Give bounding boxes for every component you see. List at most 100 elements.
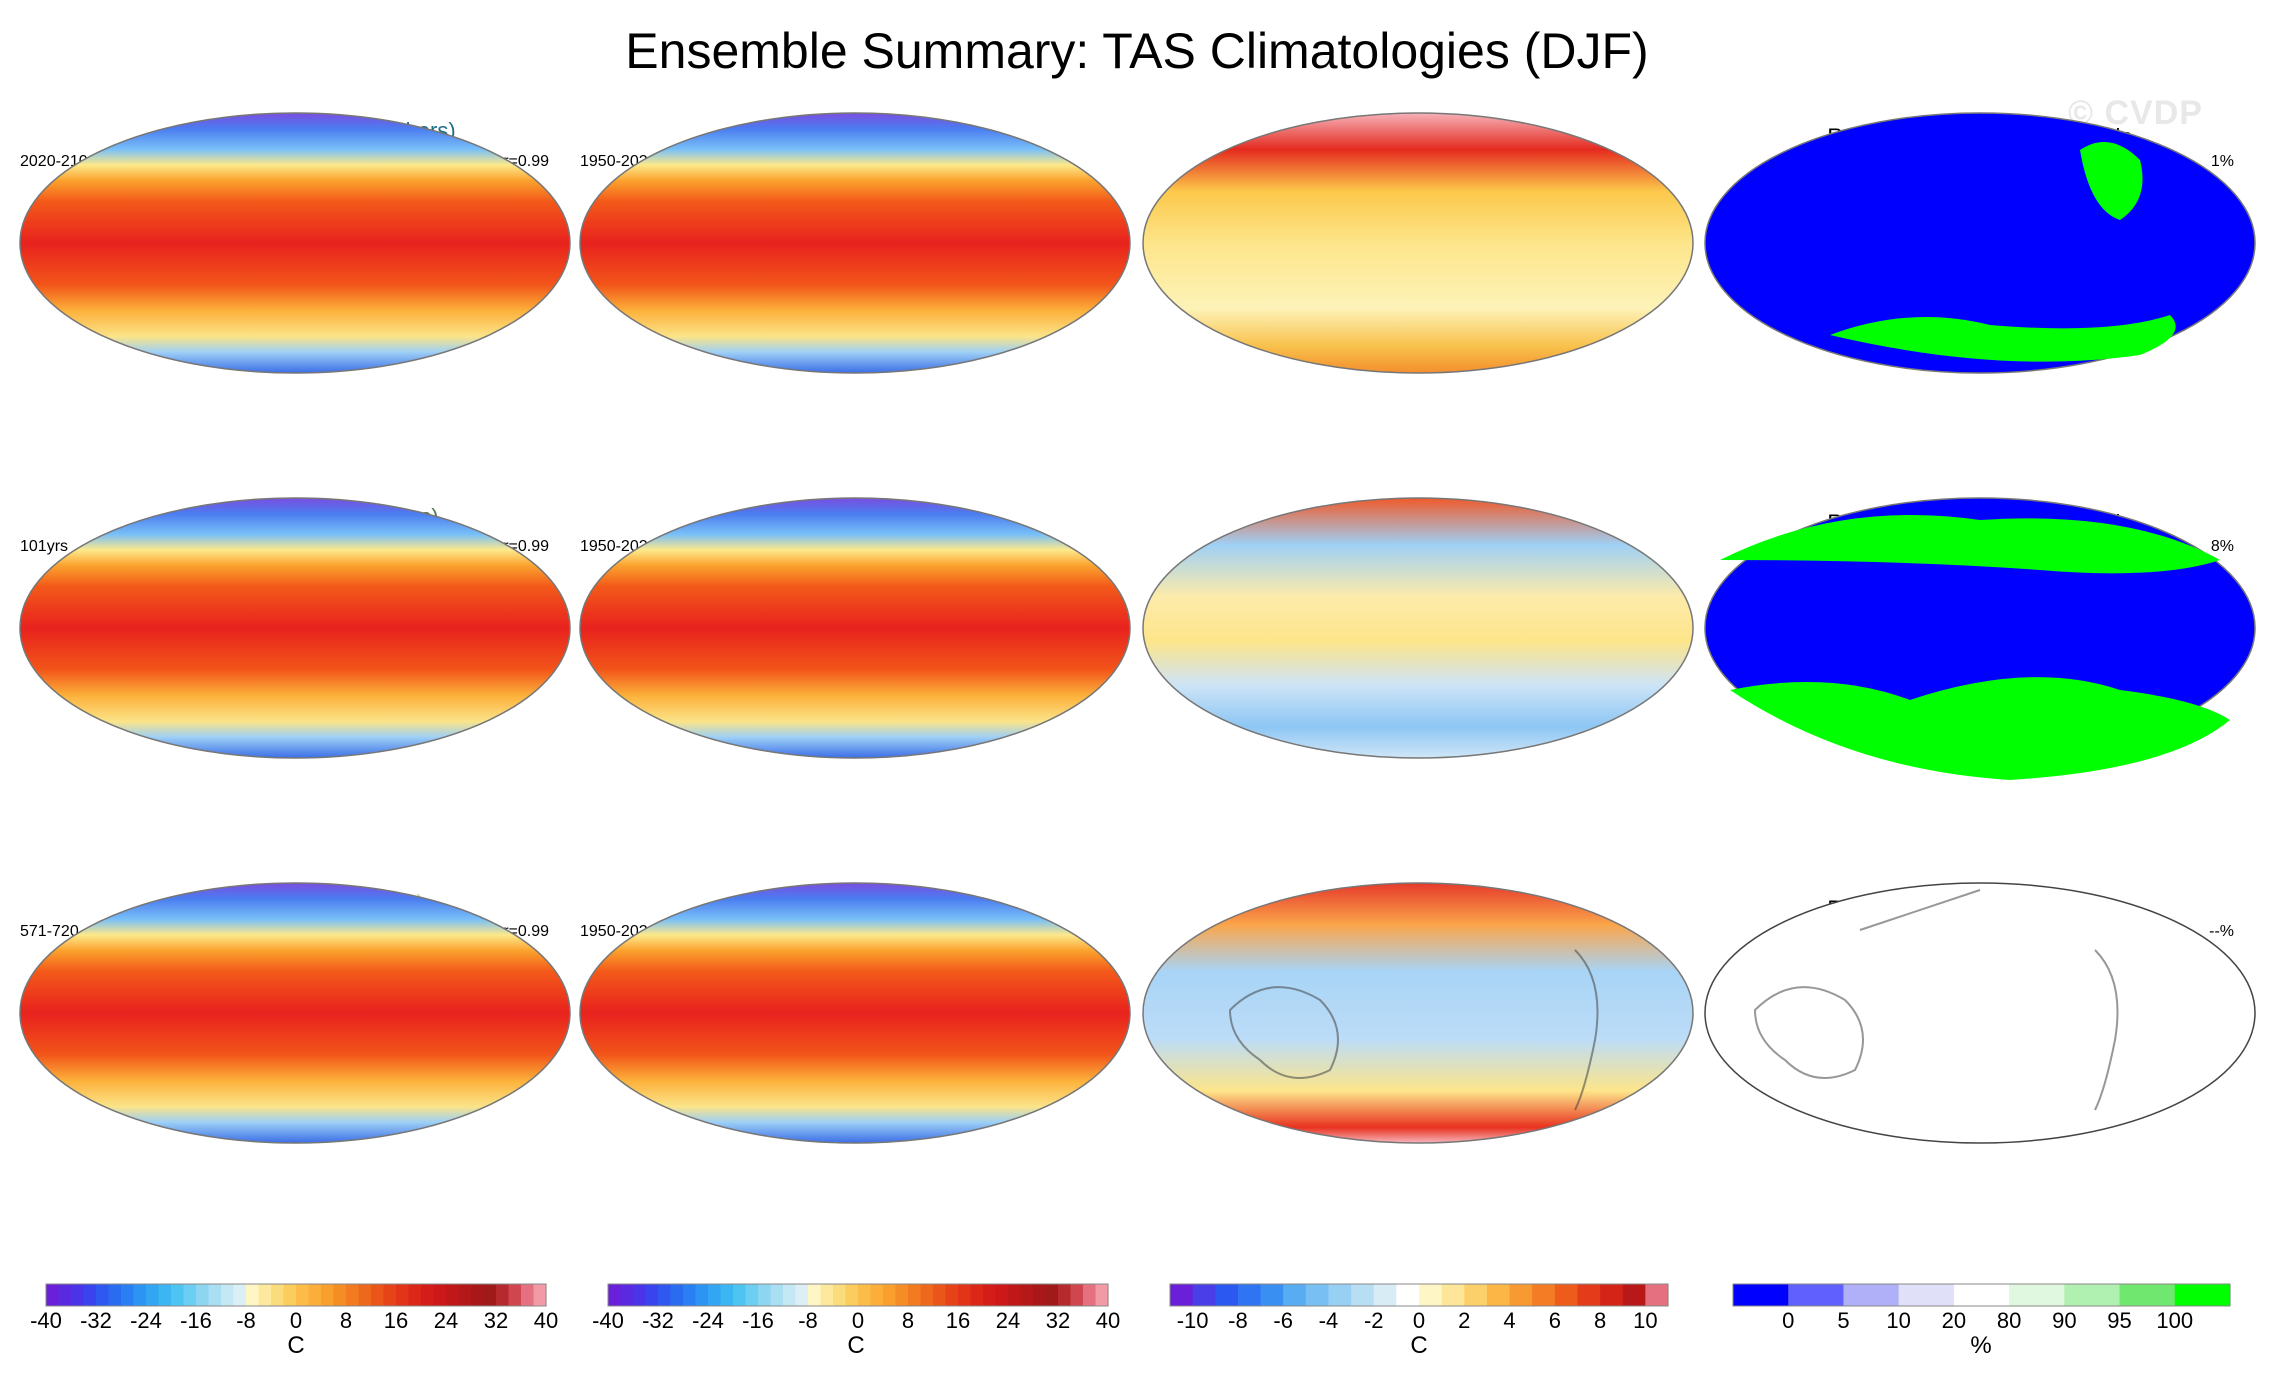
cb-clim1-tick-label: -8 <box>236 1308 256 1333</box>
colorbar-swatch <box>1843 1284 1900 1306</box>
colorbar-swatch <box>945 1284 959 1306</box>
cb-clim2-tick-label: 16 <box>945 1308 971 1333</box>
colorbar-swatch <box>995 1284 1009 1306</box>
colorbar-swatch <box>758 1284 772 1306</box>
colorbar-swatch <box>196 1284 210 1306</box>
colorbar-border <box>45 1283 547 1307</box>
colorbar-swatch <box>233 1284 247 1306</box>
colorbar-swatch <box>883 1284 897 1306</box>
cb-rank-tick-label: 20 <box>1941 1308 1967 1333</box>
colorbar-swatch <box>308 1284 322 1306</box>
colorbar-swatch <box>1645 1284 1669 1306</box>
rank-high-region <box>1830 315 2176 362</box>
cb-clim1-unit: C <box>287 1332 305 1359</box>
colorbar-swatch <box>221 1284 235 1306</box>
colorbar-swatch <box>1020 1284 1034 1306</box>
colorbar-swatch <box>433 1284 447 1306</box>
cb-diff-tick-label: -10 <box>1176 1308 1209 1333</box>
colorbar-swatch <box>446 1284 460 1306</box>
colorbar-swatch <box>833 1284 847 1306</box>
colorbar-swatch <box>1733 1284 1789 1306</box>
colorbar-swatch <box>208 1284 222 1306</box>
cb-clim1-tick-label: 32 <box>483 1308 509 1333</box>
colorbar-swatch <box>1600 1284 1624 1306</box>
colorbar-swatch <box>121 1284 135 1306</box>
colorbar-swatch <box>58 1284 72 1306</box>
colorbar-swatch <box>1396 1284 1420 1306</box>
colorbar-swatch <box>146 1284 160 1306</box>
colorbar-swatch <box>371 1284 385 1306</box>
colorbar-swatch <box>795 1284 809 1306</box>
map-best-climatology-row3 <box>579 882 1131 1144</box>
colorbar-swatch <box>258 1284 272 1306</box>
map-best-climatology-row2 <box>579 497 1131 759</box>
cb-diff-tick-label: 2 <box>1458 1308 1471 1333</box>
colorbar-swatch <box>1788 1284 1845 1306</box>
colorbar-swatch <box>958 1284 972 1306</box>
colorbar-swatch <box>1577 1284 1601 1306</box>
cb-diff-unit: C <box>1410 1332 1428 1359</box>
cb-clim2-tick-label: -8 <box>798 1308 818 1333</box>
colorbar-swatch <box>83 1284 97 1306</box>
colorbar-swatch <box>670 1284 684 1306</box>
colorbar-swatch <box>271 1284 285 1306</box>
rank-pct-cesm2: 1% <box>2210 153 2234 170</box>
colorbar-swatch <box>1953 1284 2010 1306</box>
colorbar-swatch <box>970 1284 984 1306</box>
colorbar-swatch <box>608 1284 622 1306</box>
colorbar-swatch <box>346 1284 360 1306</box>
colorbar-swatch <box>1033 1284 1047 1306</box>
colorbar-swatch <box>2174 1284 2231 1306</box>
colorbar-swatch <box>2009 1284 2065 1306</box>
colorbar-swatch <box>408 1284 422 1306</box>
map-best-climatology-row1 <box>579 112 1131 374</box>
colorbar-swatch <box>508 1284 522 1306</box>
colorbar-swatch <box>983 1284 997 1306</box>
map-ccsm2-minus-best <box>1142 882 1694 1144</box>
cb-clim1-tick-label: -40 <box>30 1308 62 1333</box>
colorbar-swatch <box>2064 1284 2121 1306</box>
map-canesm5-climatology <box>19 497 571 759</box>
cb-diff-tick-label: -4 <box>1318 1308 1339 1333</box>
colorbar-swatch <box>783 1284 797 1306</box>
colorbar-swatch <box>521 1284 535 1306</box>
colorbar-swatch <box>1509 1284 1533 1306</box>
colorbar-swatch <box>333 1284 347 1306</box>
colorbar-swatch <box>1898 1284 1955 1306</box>
colorbar-swatch <box>283 1284 297 1306</box>
colorbar-swatch <box>633 1284 647 1306</box>
colorbar-swatch <box>46 1284 60 1306</box>
colorbar-border <box>607 1283 1109 1307</box>
cb-clim1-tick-label: 16 <box>383 1308 409 1333</box>
rank-pct-canesm5: 8% <box>2210 538 2234 555</box>
colorbar-swatch <box>71 1284 85 1306</box>
colorbar-swatch <box>1373 1284 1397 1306</box>
colorbar-swatch <box>108 1284 122 1306</box>
colorbar-swatch <box>895 1284 909 1306</box>
map-canesm5-minus-best <box>1142 497 1694 759</box>
colorbar-swatch <box>1070 1284 1084 1306</box>
rank-high-region <box>1730 677 2230 780</box>
colorbar-swatch <box>1058 1284 1072 1306</box>
colorbar-swatch <box>321 1284 335 1306</box>
colorbar-swatch <box>1554 1284 1579 1306</box>
cb-clim1-tick-label: -24 <box>130 1308 162 1333</box>
colorbar-swatch <box>745 1284 759 1306</box>
cb-clim2-tick-label: 8 <box>901 1308 915 1333</box>
colorbar-swatch <box>770 1284 784 1306</box>
map-rank-ccsm2 <box>1704 882 2256 1144</box>
cb-clim2-unit: C <box>847 1332 865 1359</box>
cb-rank-tick-label: 5 <box>1837 1308 1850 1333</box>
cb-rank-tick-label: 10 <box>1886 1308 1911 1333</box>
cb-clim2-tick-label: -24 <box>692 1308 724 1333</box>
colorbar-swatch <box>483 1284 497 1306</box>
colorbar-swatch <box>720 1284 734 1306</box>
colorbar-swatch <box>658 1284 672 1306</box>
colorbar-swatch <box>820 1284 834 1306</box>
colorbar-swatch <box>133 1284 147 1306</box>
colorbar-swatch <box>471 1284 485 1306</box>
colorbar-swatch <box>296 1284 310 1306</box>
colorbar-swatch <box>1328 1284 1352 1306</box>
colorbar-rank <box>1732 1283 2231 1307</box>
colorbar-swatch <box>458 1284 472 1306</box>
